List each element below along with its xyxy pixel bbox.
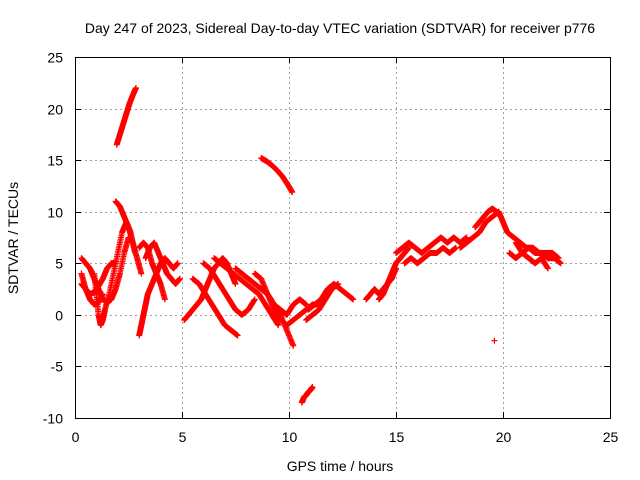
data-point [161,296,168,303]
x-axis-label: GPS time / hours [287,458,394,474]
data-point [99,291,106,298]
plot-frame [75,57,611,419]
data-point [309,384,316,391]
y-tick-label: 20 [47,102,63,118]
data-point [174,260,181,267]
data-point [112,260,119,267]
y-tick-label: 15 [47,153,63,169]
x-tick-label: 5 [179,429,187,445]
grid [75,57,610,418]
y-tick-label: 10 [47,205,63,221]
y-tick-label: -10 [43,411,63,427]
data-point [275,322,282,329]
data-point [290,342,297,349]
y-tick-label: 5 [55,256,63,272]
y-axis: -10 -5 0 5 10 15 20 25 [43,50,610,427]
data-point [350,296,357,303]
chart-title: Day 247 of 2023, Sidereal Day-to-day VTE… [85,20,595,36]
data-point [544,265,551,272]
x-tick-label: 10 [282,429,298,445]
x-tick-label: 20 [496,429,512,445]
data-point [234,332,241,339]
y-tick-label: -5 [51,359,64,375]
data-point [176,275,183,282]
data-point [132,84,139,91]
x-axis: 0 5 10 15 20 25 [72,57,619,445]
data-point [289,189,296,196]
data-point [232,280,239,287]
data-point [138,270,145,277]
data-point [303,301,310,308]
y-axis-label: SDTVAR / TECUs [5,182,21,294]
x-tick-label: 0 [72,429,80,445]
x-tick-label: 15 [389,429,405,445]
data-point [335,280,342,287]
data-point [557,260,564,267]
y-tick-label: 0 [55,308,63,324]
y-tick-label: 25 [47,50,63,66]
data-points [78,84,564,406]
data-point [251,296,258,303]
x-tick-label: 25 [603,429,619,445]
data-point [491,337,498,344]
